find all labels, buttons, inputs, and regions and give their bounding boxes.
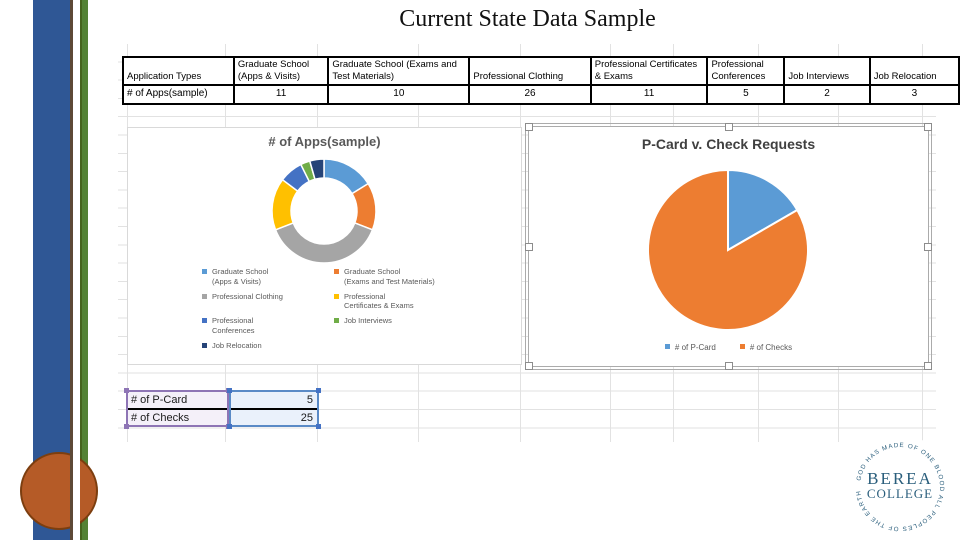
legend-label: Conferences	[212, 325, 255, 335]
table-header-cell[interactable]: Professional Clothing	[468, 56, 592, 86]
legend-marker	[739, 344, 745, 349]
mini-table-value[interactable]: 25	[300, 412, 313, 424]
pie-legend: # of P-Card # of Checks	[529, 343, 928, 352]
accent-stripe-brown	[70, 0, 73, 540]
page-title: Current State Data Sample	[399, 6, 656, 32]
legend-item	[334, 341, 484, 351]
mini-table-label[interactable]: # of Checks	[131, 412, 190, 424]
legend-item: Graduate School (Exams and Test Materials…	[334, 267, 484, 287]
apps-table-header-row: Application Types Graduate School (Apps &…	[122, 56, 960, 86]
legend-label: # of Checks	[749, 343, 793, 352]
accent-stripe-green	[80, 0, 88, 540]
selection-handle[interactable]	[724, 362, 733, 370]
range-handle[interactable]	[316, 424, 321, 429]
legend-marker	[334, 293, 339, 299]
legend-label: Job Interviews	[344, 316, 392, 325]
legend-label: (Apps & Visits)	[212, 276, 262, 286]
berea-college-logo: BEREA COLLEGE GOD HAS MADE OF ONE BLOOD …	[848, 435, 952, 539]
mini-table-label[interactable]: # of P-Card	[128, 392, 227, 410]
table-header-cell[interactable]: Professional Certificates & Exams	[589, 56, 709, 86]
legend-marker	[202, 342, 207, 348]
pie-chart-title: P-Card v. Check Requests	[641, 136, 816, 152]
donut-chart-title: # of Apps(sample)	[268, 134, 381, 149]
mini-table-label-range[interactable]: # of P-Card # of Checks	[126, 390, 229, 427]
selection-handle[interactable]	[525, 362, 533, 370]
legend-item: # of P-Card	[664, 343, 716, 352]
legend-item: Job Relocation	[202, 341, 334, 351]
table-value-cell[interactable]: 2	[783, 83, 871, 105]
mini-table-value-range[interactable]: 5 25	[229, 390, 319, 427]
pie-slice[interactable]	[647, 168, 809, 331]
legend-label: Professional	[212, 316, 254, 325]
legend-marker	[334, 318, 339, 323]
legend-item: Professional Conferences	[202, 316, 334, 336]
range-handle[interactable]	[124, 388, 129, 393]
logo-line2: COLLEGE	[867, 486, 933, 501]
legend-item: Job Interviews	[334, 316, 484, 336]
donut-legend: Graduate School (Apps & Visits) Graduate S…	[202, 267, 502, 355]
accent-circle	[20, 452, 98, 530]
accent-bar-blue	[33, 0, 70, 540]
table-header-cell[interactable]: Application Types	[122, 56, 235, 86]
selection-handle[interactable]	[724, 123, 733, 131]
legend-label: (Exams and Test Materials)	[344, 276, 435, 286]
table-value-cell[interactable]: 3	[868, 83, 960, 105]
range-handle[interactable]	[316, 388, 321, 393]
table-value-cell[interactable]: 10	[327, 83, 471, 105]
range-handle[interactable]	[124, 424, 129, 429]
pie-chart[interactable]: P-Card v. Check Requests # of P-Card # of…	[525, 123, 932, 370]
legend-marker	[334, 269, 339, 274]
legend-item: Graduate School (Apps & Visits)	[202, 267, 334, 287]
table-value-cell[interactable]: 26	[468, 83, 592, 105]
selection-handle[interactable]	[924, 123, 932, 131]
donut-chart[interactable]: # of Apps(sample) Graduate School (Apps &…	[127, 127, 522, 365]
table-value-cell[interactable]: 5	[706, 83, 786, 105]
table-value-cell[interactable]: 11	[232, 83, 330, 105]
pie-slice[interactable]	[727, 168, 799, 252]
apps-table-data-row: # of Apps(sample) 11 10 26 11 5 2 3	[122, 83, 960, 105]
logo-line1: BEREA	[867, 469, 933, 488]
legend-label: Professional	[344, 291, 386, 301]
table-value-cell[interactable]: 11	[589, 83, 709, 105]
donut-plot[interactable]	[265, 152, 383, 270]
table-row-label[interactable]: # of Apps(sample)	[122, 83, 235, 105]
legend-label: # of P-Card	[674, 343, 716, 352]
legend-label: Professional Clothing	[212, 291, 283, 301]
legend-marker	[664, 344, 670, 349]
table-header-cell[interactable]: Professional Conferences	[706, 56, 786, 86]
selection-handle[interactable]	[924, 242, 932, 251]
table-header-cell[interactable]: Graduate School (Apps & Visits)	[232, 56, 330, 86]
legend-item: Professional Certificates & Exams	[334, 292, 484, 312]
legend-marker	[202, 293, 207, 299]
donut-slice[interactable]	[308, 158, 325, 181]
apps-table[interactable]: Application Types Graduate School (Apps &…	[122, 56, 960, 105]
legend-marker	[202, 318, 207, 323]
table-header-cell[interactable]: Job Relocation	[868, 56, 960, 86]
range-handle[interactable]	[227, 388, 232, 393]
legend-item: Professional Clothing	[202, 292, 334, 312]
selection-handle[interactable]	[525, 242, 533, 251]
accent-stripe-white	[73, 0, 80, 540]
legend-label: Graduate School	[344, 267, 401, 276]
donut-slice[interactable]	[274, 221, 374, 264]
legend-item: # of Checks	[739, 343, 793, 352]
pie-plot[interactable]	[644, 166, 812, 334]
legend-label: Graduate School	[212, 267, 269, 276]
selection-handle[interactable]	[924, 362, 932, 370]
legend-label: Job Relocation	[212, 340, 262, 350]
mini-table-value[interactable]: 5	[231, 392, 317, 410]
legend-marker	[202, 269, 207, 274]
table-header-cell[interactable]: Graduate School (Exams and Test Material…	[327, 56, 471, 86]
range-handle[interactable]	[227, 424, 232, 429]
selection-handle[interactable]	[525, 123, 533, 131]
table-header-cell[interactable]: Job Interviews	[783, 56, 871, 86]
legend-label: Certificates & Exams	[344, 301, 414, 311]
